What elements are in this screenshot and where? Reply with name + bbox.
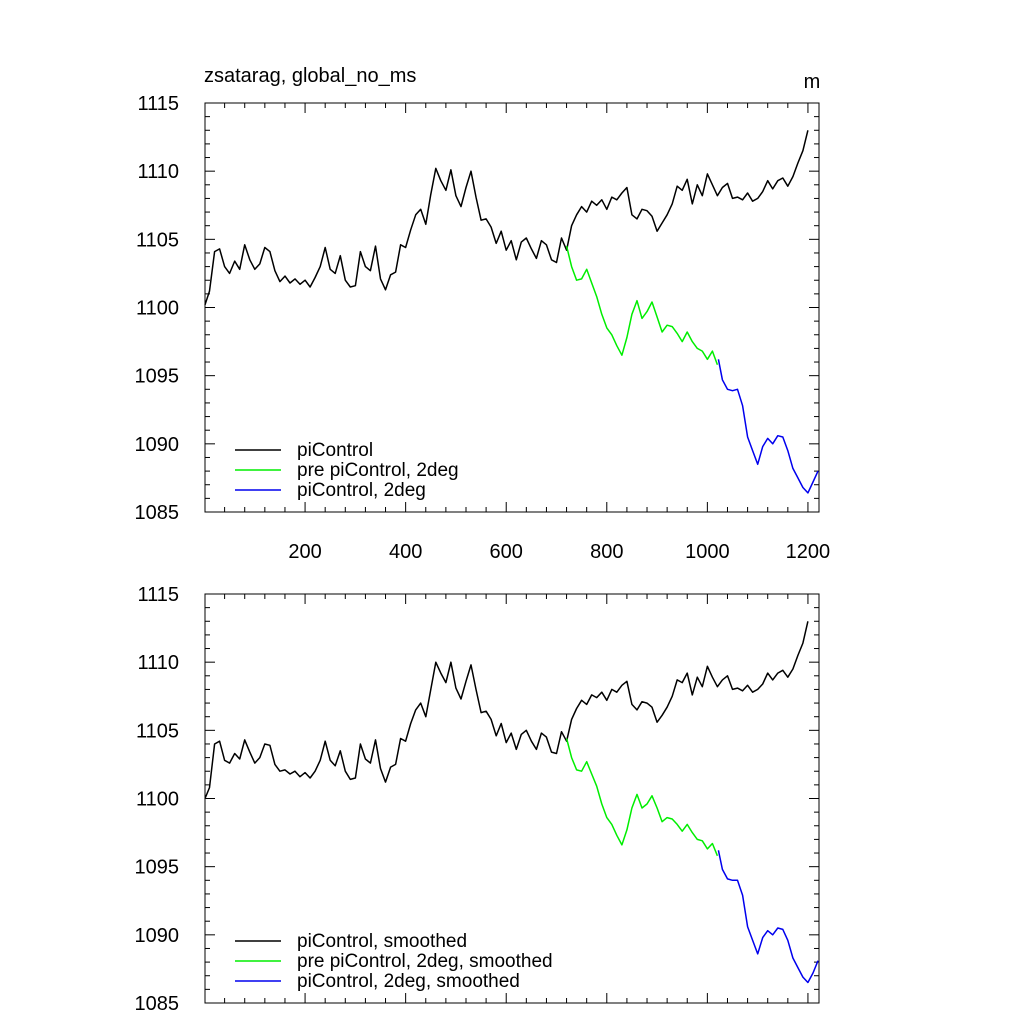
bottom-panel-smoothed: 1085 1090 1095 1100 1105 1110 1115 piControl, … bbox=[135, 584, 820, 1015]
top-tick-marks bbox=[205, 102, 819, 513]
y-tick-label: 1090 bbox=[135, 434, 180, 456]
x-tick-label: 400 bbox=[389, 541, 422, 563]
legend-entry-2: piControl, 2deg bbox=[297, 480, 426, 501]
legend-entry-0: piControl bbox=[297, 440, 373, 461]
bottom-series-lines bbox=[204, 621, 819, 984]
x-tick-label: 200 bbox=[288, 541, 321, 563]
y-tick-label: 1105 bbox=[136, 229, 179, 251]
x-tick-label: 600 bbox=[490, 541, 523, 563]
y-tick-label: 1090 bbox=[135, 925, 180, 947]
units-label: m bbox=[804, 71, 821, 93]
legend-entry-0: piControl, smoothed bbox=[297, 931, 467, 952]
series-line-2 bbox=[717, 850, 819, 984]
figure-title: zsatarag, global_no_ms bbox=[204, 65, 416, 87]
y-tick-label: 1100 bbox=[136, 789, 179, 811]
legend-entry-2: piControl, 2deg, smoothed bbox=[297, 971, 520, 992]
y-tick-label: 1110 bbox=[137, 652, 179, 674]
y-tick-label: 1105 bbox=[136, 720, 179, 742]
series-line-2 bbox=[717, 359, 819, 494]
top-series-lines bbox=[204, 130, 819, 494]
legend-entry-1: pre piControl, 2deg bbox=[297, 460, 459, 481]
y-tick-label: 1115 bbox=[137, 584, 179, 606]
bottom-tick-marks bbox=[205, 593, 819, 1004]
y-tick-label: 1085 bbox=[135, 502, 180, 524]
top-y-tick-labels: 1085 1090 1095 1100 1105 1110 1115 bbox=[135, 93, 180, 524]
y-tick-label: 1110 bbox=[137, 161, 179, 183]
legend-entry-1: pre piControl, 2deg, smoothed bbox=[297, 951, 553, 972]
series-line-1 bbox=[565, 738, 719, 857]
series-line-0 bbox=[204, 621, 809, 799]
x-tick-label: 800 bbox=[590, 541, 623, 563]
y-tick-label: 1100 bbox=[136, 298, 179, 320]
y-tick-label: 1095 bbox=[135, 857, 180, 879]
top-panel-raw: 1085 1090 1095 1100 1105 1110 1115 200 400 600 80… bbox=[135, 93, 831, 563]
x-tick-label: 1000 bbox=[685, 541, 730, 563]
series-line-0 bbox=[204, 130, 809, 306]
x-tick-label: 1200 bbox=[786, 541, 831, 563]
series-line-1 bbox=[565, 245, 719, 366]
y-tick-label: 1085 bbox=[135, 993, 180, 1015]
y-tick-label: 1115 bbox=[137, 93, 179, 115]
bottom-y-tick-labels: 1085 1090 1095 1100 1105 1110 1115 bbox=[135, 584, 180, 1015]
y-tick-label: 1095 bbox=[135, 366, 180, 388]
top-x-tick-labels: 200 400 600 800 1000 1200 bbox=[288, 541, 830, 563]
